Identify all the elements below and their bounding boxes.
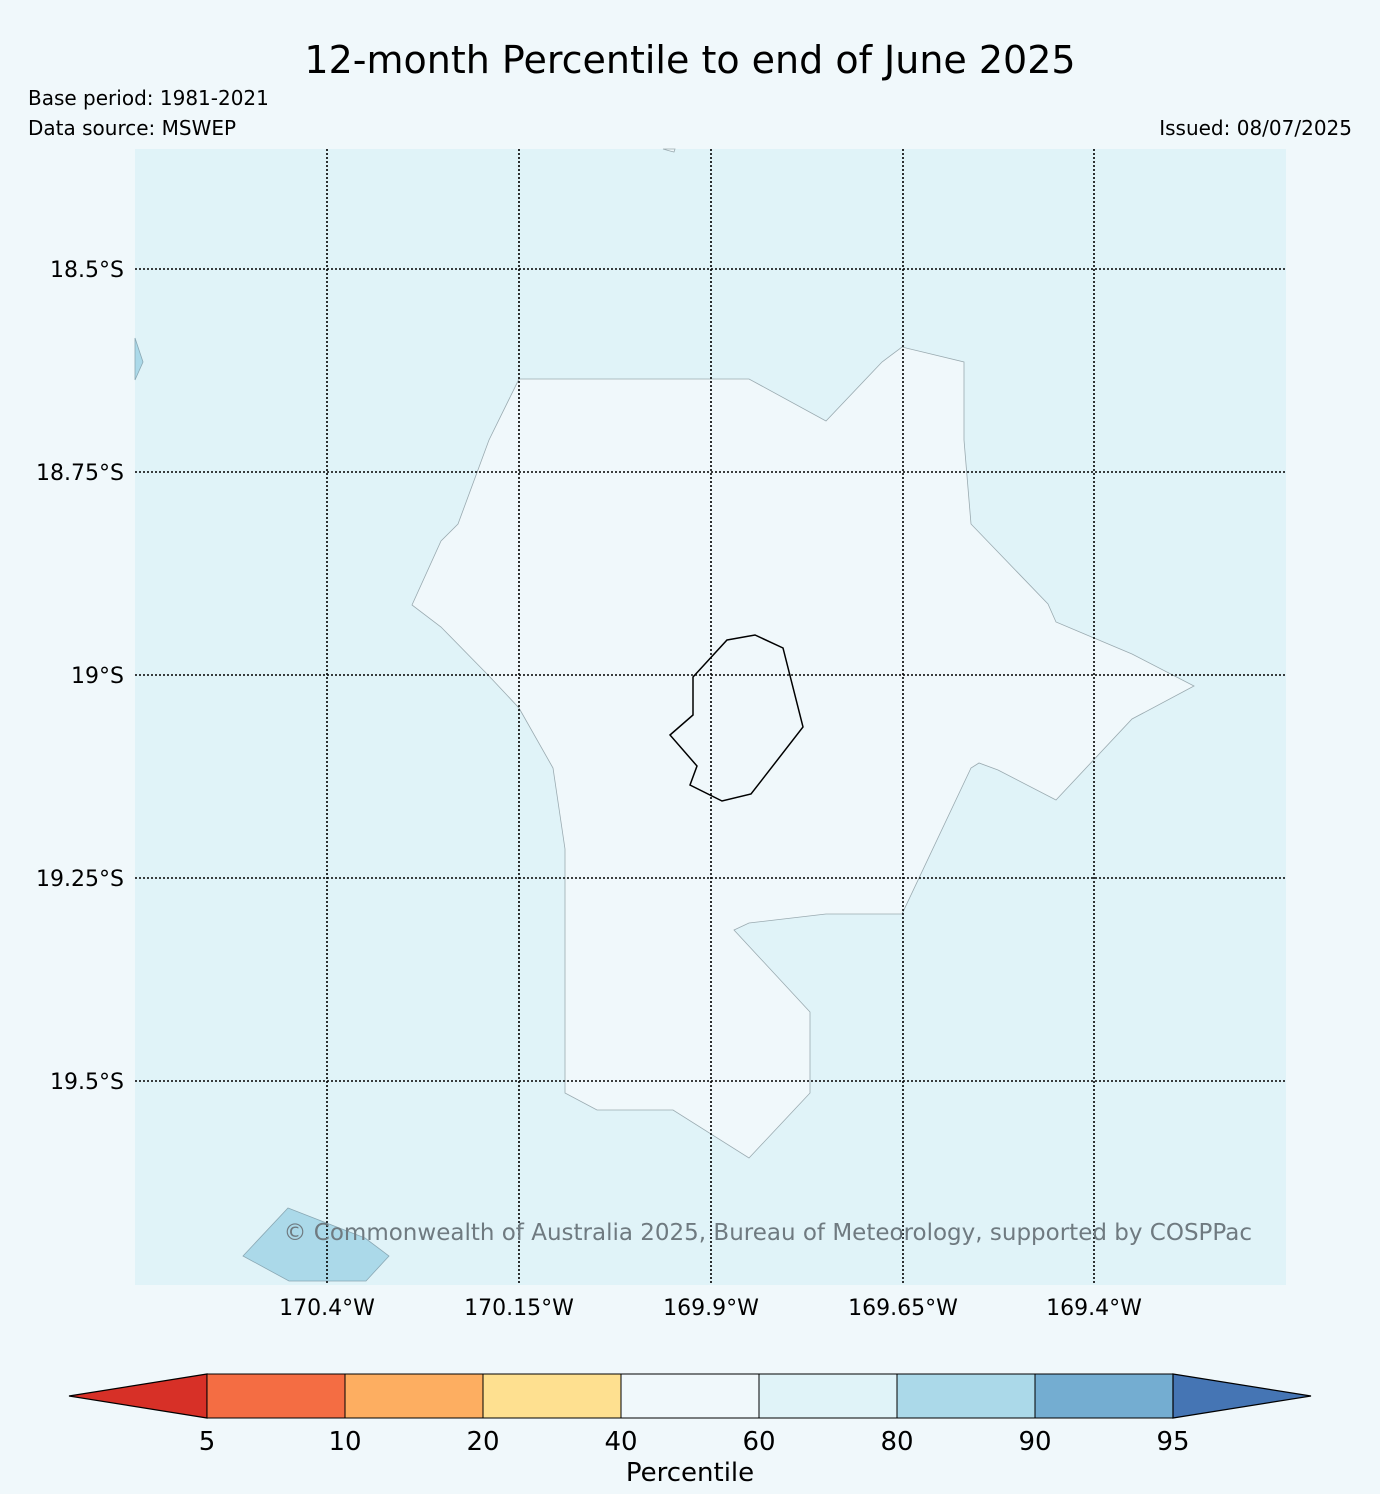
colorbar-segment-80-90 (896, 1373, 1036, 1419)
region-top-sliver (662, 148, 676, 153)
lat-label-19-5: 19.5°S (50, 1070, 124, 1095)
colorbar-segment-40-60 (620, 1373, 760, 1419)
colorbar-segment-20-40 (482, 1373, 622, 1419)
lon-label-169-9: 169.9°W (663, 1296, 759, 1321)
region-40-60 (411, 346, 1195, 1159)
lon-label-169-4: 169.4°W (1046, 1296, 1142, 1321)
lon-label-170-15: 170.15°W (464, 1296, 574, 1321)
gridlines (135, 149, 1286, 1285)
lat-label-18-5: 18.5°S (50, 258, 124, 283)
colorbar-segment-60-80 (758, 1373, 898, 1419)
colorbar-segment-10-20 (344, 1373, 484, 1419)
chart-title: 12-month Percentile to end of June 2025 (304, 38, 1076, 82)
region-south-west-80-90 (242, 1207, 390, 1282)
colorbar-tick-90: 90 (1018, 1427, 1051, 1457)
colorbar-label: Percentile (626, 1458, 754, 1488)
region-left-edge-80-90 (134, 337, 144, 381)
copyright-notice: © Commonwealth of Australia 2025, Bureau… (283, 1220, 1252, 1246)
data-source: Data source: MSWEP (28, 116, 237, 140)
lat-label-19-25: 19.25°S (36, 867, 124, 892)
colorbar-tick-40: 40 (604, 1427, 637, 1457)
lat-label-18-75: 18.75°S (36, 461, 124, 486)
niue-coastline (668, 634, 804, 802)
map: 18.5°S 18.75°S 19°S 19.25°S 19.5°S 170.4… (36, 148, 1286, 1321)
issued-date: Issued: 08/07/2025 (1159, 116, 1352, 140)
colorbar-tick-60: 60 (742, 1427, 775, 1457)
colorbar-segment-above-95 (1172, 1373, 1312, 1419)
colorbar-segment-5-10 (206, 1373, 346, 1419)
colorbar-segment-90-95 (1034, 1373, 1174, 1419)
colorbar-tick-95: 95 (1156, 1427, 1189, 1457)
colorbar-tick-20: 20 (466, 1427, 499, 1457)
lon-label-169-65: 169.65°W (848, 1296, 958, 1321)
base-period: Base period: 1981-2021 (28, 86, 269, 110)
colorbar-tick-10: 10 (328, 1427, 361, 1457)
lat-label-19: 19°S (71, 664, 124, 689)
colorbar-tick-5: 5 (199, 1427, 216, 1457)
colorbar-segment-below-5 (68, 1373, 208, 1419)
colorbar-tick-80: 80 (880, 1427, 913, 1457)
lon-label-170-4: 170.4°W (279, 1296, 375, 1321)
